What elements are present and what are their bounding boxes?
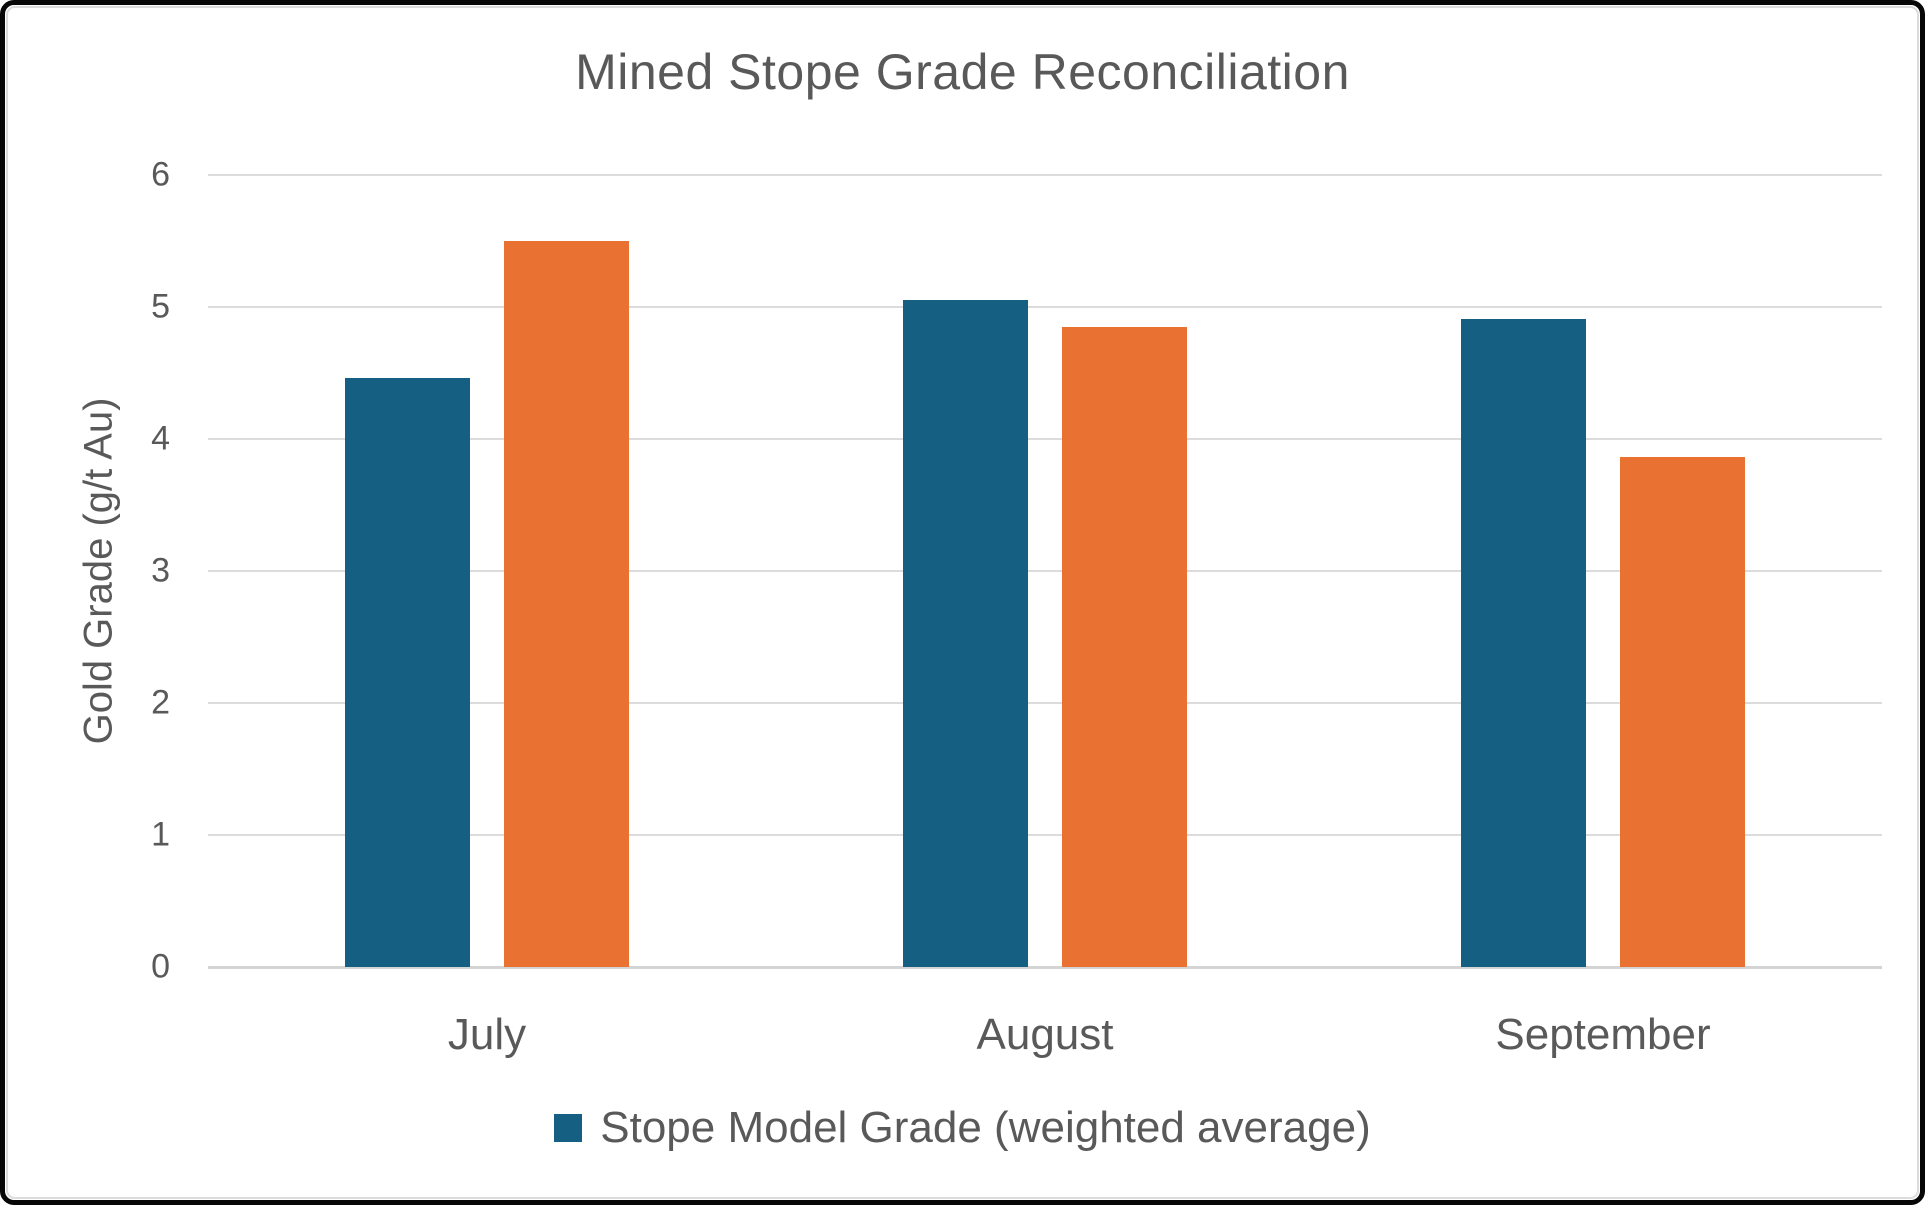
chart-title: Mined Stope Grade Reconciliation (575, 44, 1350, 100)
gridline-y2 (208, 702, 1882, 704)
plot-area (208, 174, 1882, 969)
y-tick-label-0: 0 (151, 947, 170, 986)
bar-series2-september (1620, 457, 1745, 967)
y-tick-label-1: 1 (151, 815, 170, 854)
x-axis-line (208, 966, 1882, 969)
y-tick-label-3: 3 (151, 551, 170, 590)
y-tick-label-6: 6 (151, 155, 170, 194)
y-tick-label-4: 4 (151, 419, 170, 458)
bar-stope-model-grade-weighted-average-september (1461, 318, 1586, 967)
category-label-september: September (1495, 1010, 1711, 1059)
category-label-august: August (976, 1010, 1114, 1059)
bar-stope-model-grade-weighted-average-august (903, 300, 1028, 967)
bar-stope-model-grade-weighted-average-july (345, 378, 470, 967)
gridline-y3 (208, 570, 1882, 572)
y-tick-label-2: 2 (151, 683, 170, 722)
category-label-july: July (447, 1010, 527, 1059)
legend-label-stope-model: Stope Model Grade (weighted average) (600, 1103, 1371, 1152)
gridline-y6 (208, 174, 1882, 176)
legend-swatch-stope-model (554, 1114, 583, 1142)
y-tick-label-5: 5 (151, 287, 170, 326)
bar-series2-august (1062, 326, 1187, 967)
gridline-y5 (208, 306, 1882, 308)
gridline-y1 (208, 834, 1882, 836)
bar-series2-july (504, 241, 629, 967)
legend: Stope Model Grade (weighted average) (5, 1103, 1920, 1153)
gridline-y4 (208, 438, 1882, 440)
